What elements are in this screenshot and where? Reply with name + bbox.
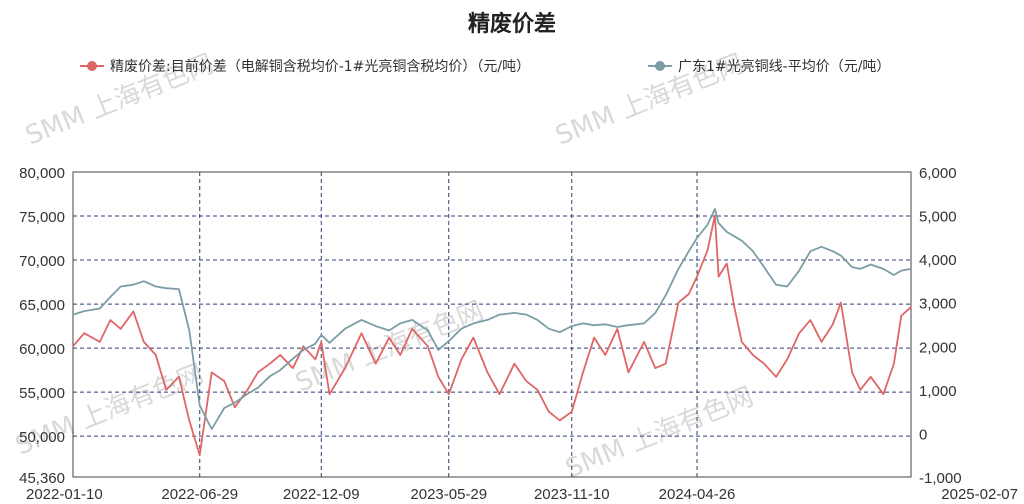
legend-label-copper-wire: 广东1#光亮铜线-平均价（元/吨） <box>678 58 890 75</box>
left-tick-label: 80,000 <box>19 165 65 182</box>
grid <box>73 172 911 477</box>
left-axis: 80,000 75,000 70,000 65,000 60,000 55,000 50,0… <box>19 165 65 487</box>
watermark-text-bottom-right: SMM 上海有色网 <box>561 382 757 485</box>
left-tick-label: 45,360 <box>19 470 65 487</box>
right-axis: 6,000 5,000 4,000 3,000 2,000 1,000 0 -1,000 <box>919 165 962 487</box>
series-layer <box>72 208 912 457</box>
right-tick-label: -1,000 <box>919 470 962 487</box>
left-tick-label: 75,000 <box>19 209 65 226</box>
x-tick-label: 2025-02-07 <box>941 486 1018 503</box>
left-tick-label: 70,000 <box>19 253 65 270</box>
x-tick-label: 2023-05-29 <box>410 486 487 503</box>
legend-marker-copper-wire <box>655 61 665 71</box>
left-tick-label: 60,000 <box>19 341 65 358</box>
legend-label-spread: 精废价差:目前价差（电解铜含税均价-1#光亮铜含税均价）（元/吨） <box>110 58 530 75</box>
left-tick-label: 55,000 <box>19 385 65 402</box>
x-tick-label: 2022-01-10 <box>26 486 103 503</box>
legend-item-copper-wire[interactable]: 广东1#光亮铜线-平均价（元/吨） <box>648 58 890 75</box>
x-tick-label: 2023-11-10 <box>534 486 610 503</box>
right-tick-label: 3,000 <box>919 296 957 313</box>
x-tick-label: 2024-04-26 <box>659 486 736 503</box>
watermark-layer: SMM 上海有色网 SMM 上海有色网 SMM 上海有色网 SMM 上海有色网 … <box>11 49 757 485</box>
right-tick-label: 1,000 <box>919 383 957 400</box>
right-tick-label: 0 <box>919 426 927 443</box>
right-tick-label: 6,000 <box>919 165 957 182</box>
series-line-copper-wire <box>72 208 912 431</box>
left-tick-label: 50,000 <box>19 429 65 446</box>
x-tick-label: 2022-12-09 <box>283 486 360 503</box>
right-tick-label: 2,000 <box>919 339 957 356</box>
right-tick-label: 4,000 <box>919 252 957 269</box>
legend-item-spread[interactable]: 精废价差:目前价差（电解铜含税均价-1#光亮铜含税均价）（元/吨） <box>80 58 530 75</box>
left-tick-label: 65,000 <box>19 297 65 314</box>
legend-marker-spread <box>87 61 97 71</box>
x-tick-label: 2022-06-29 <box>161 486 238 503</box>
right-tick-label: 5,000 <box>919 209 957 226</box>
x-axis: 2022-01-10 2022-06-29 2022-12-09 2023-05-29… <box>26 486 1018 503</box>
chart-title: 精废价差 <box>468 11 556 37</box>
series-line-spread <box>72 214 912 457</box>
legend: 精废价差:目前价差（电解铜含税均价-1#光亮铜含税均价）（元/吨） 广东1#光亮… <box>80 58 890 75</box>
plot-frame <box>72 171 912 478</box>
